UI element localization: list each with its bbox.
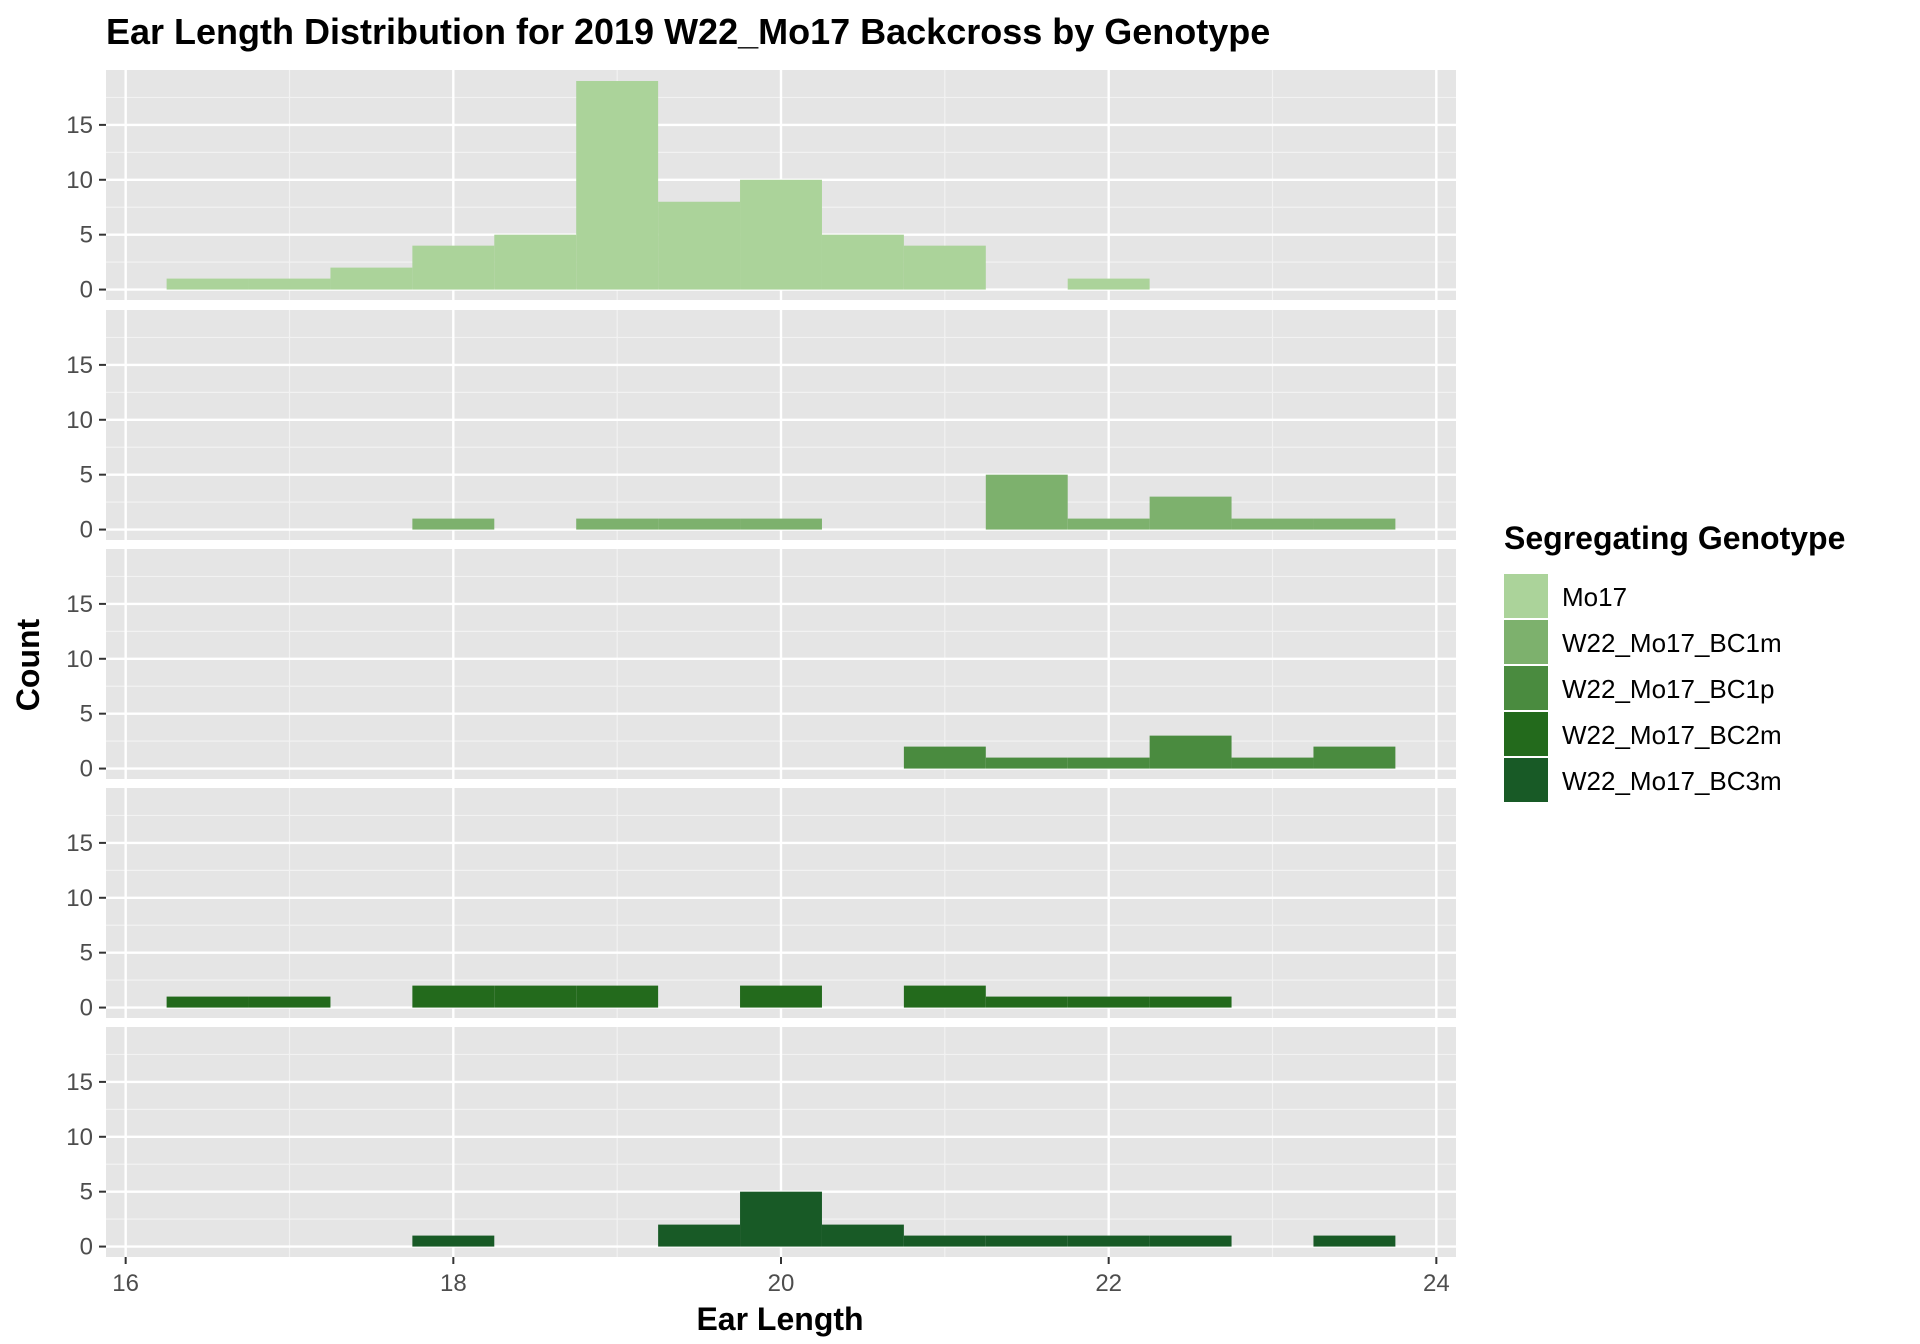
histogram-bar [1149,1235,1232,1247]
legend: Segregating Genotype Mo17 W22_Mo17_BC1m W2… [1504,520,1845,802]
y-tick-label: 10 [66,167,93,194]
facet-panels: 0 5 10 15 0 5 10 15 0 5 10 15 0 5 10 15 0 5 10 15 [66,70,1456,1261]
histogram-bar [1231,518,1314,530]
legend-item: Mo17 [1504,574,1627,618]
legend-key [1504,758,1548,802]
x-axis-title: Ear Length [696,1301,863,1337]
histogram-bar [494,234,577,290]
legend-item: W22_Mo17_BC3m [1504,758,1782,802]
legend-item: W22_Mo17_BC2m [1504,712,1782,756]
legend-key [1504,666,1548,710]
x-axis: 16 18 20 22 24 [112,1257,1450,1297]
y-tick-label: 0 [80,1234,93,1261]
histogram-bar [1067,278,1150,290]
histogram-bar [412,518,495,530]
legend-label: W22_Mo17_BC1p [1562,674,1774,704]
x-tick-label: 22 [1095,1270,1122,1297]
histogram-bar [740,985,822,1008]
histogram-bar [985,474,1068,530]
y-tick-label: 0 [80,995,93,1022]
histogram-bar [412,245,495,290]
histogram-bar [1149,496,1232,530]
y-tick-label: 5 [80,940,93,967]
facet-panel: 0 5 10 15 [66,788,1456,1022]
histogram-bar [248,996,331,1008]
x-tick-label: 16 [112,1270,139,1297]
histogram-bar [166,278,249,290]
y-tick-label: 15 [66,591,93,618]
legend-key [1504,620,1548,664]
histogram-bar [740,1191,822,1247]
histogram-bar [1313,746,1396,769]
x-tick-label: 18 [440,1270,467,1297]
histogram-bar [821,1224,904,1247]
histogram-bar [412,1235,495,1247]
histogram-bar [1231,757,1314,769]
legend-title: Segregating Genotype [1504,520,1845,556]
y-tick-label: 10 [66,646,93,673]
y-tick-label: 10 [66,407,93,434]
histogram-bar [1067,518,1150,530]
y-tick-label: 0 [80,517,93,544]
y-tick-label: 5 [80,462,93,489]
x-tick-label: 20 [768,1270,795,1297]
histogram-bar [985,996,1068,1008]
y-tick-label: 0 [80,277,93,304]
histogram-bar [985,757,1068,769]
histogram-bar [821,234,904,290]
histogram-bar [903,245,986,290]
y-tick-label: 10 [66,1124,93,1151]
legend-label: W22_Mo17_BC3m [1562,766,1782,796]
legend-items: Mo17 W22_Mo17_BC1m W22_Mo17_BC1p W22_Mo17_B… [1504,574,1782,802]
histogram-bar [412,985,495,1008]
x-tick-label: 24 [1423,1270,1450,1297]
y-tick-label: 5 [80,222,93,249]
histogram-bar [576,985,659,1008]
y-tick-label: 15 [66,1069,93,1096]
legend-label: W22_Mo17_BC2m [1562,720,1782,750]
histogram-bar [330,267,413,290]
y-tick-label: 10 [66,885,93,912]
legend-key [1504,574,1548,618]
histogram-bar [1149,735,1232,769]
facet-panel: 0 5 10 15 [66,310,1456,544]
histogram-bar [1149,996,1232,1008]
histogram-bar [1313,518,1396,530]
histogram-bar [903,746,986,769]
histogram-bar [248,278,331,290]
histogram-bar [740,179,822,290]
facet-panel: 0 5 10 15 [66,549,1456,783]
facet-panel: 0 5 10 15 [66,1027,1456,1261]
y-tick-label: 0 [80,756,93,783]
y-tick-label: 15 [66,352,93,379]
histogram-bar [658,201,741,290]
histogram-bar [494,985,577,1008]
legend-label: Mo17 [1562,582,1627,612]
histogram-bar [576,80,659,290]
histogram-bar [1313,1235,1396,1247]
y-tick-label: 15 [66,112,93,139]
legend-item: W22_Mo17_BC1m [1504,620,1782,664]
histogram-bar [903,1235,986,1247]
histogram-bar [740,518,822,530]
histogram-bar [1067,1235,1150,1247]
histogram-bar [658,1224,741,1247]
histogram-bar [658,518,741,530]
legend-label: W22_Mo17_BC1m [1562,628,1782,658]
y-tick-label: 15 [66,830,93,857]
histogram-bar [1067,757,1150,769]
y-tick-label: 5 [80,1179,93,1206]
histogram-bar [1067,996,1150,1008]
legend-item: W22_Mo17_BC1p [1504,666,1774,710]
histogram-bar [903,985,986,1008]
histogram-bar [576,518,659,530]
y-axis-title: Count [10,618,46,711]
legend-key [1504,712,1548,756]
facet-panel: 0 5 10 15 [66,70,1456,304]
chart-title: Ear Length Distribution for 2019 W22_Mo1… [106,11,1270,52]
histogram-bar [985,1235,1068,1247]
y-tick-label: 5 [80,701,93,728]
histogram-bar [166,996,249,1008]
